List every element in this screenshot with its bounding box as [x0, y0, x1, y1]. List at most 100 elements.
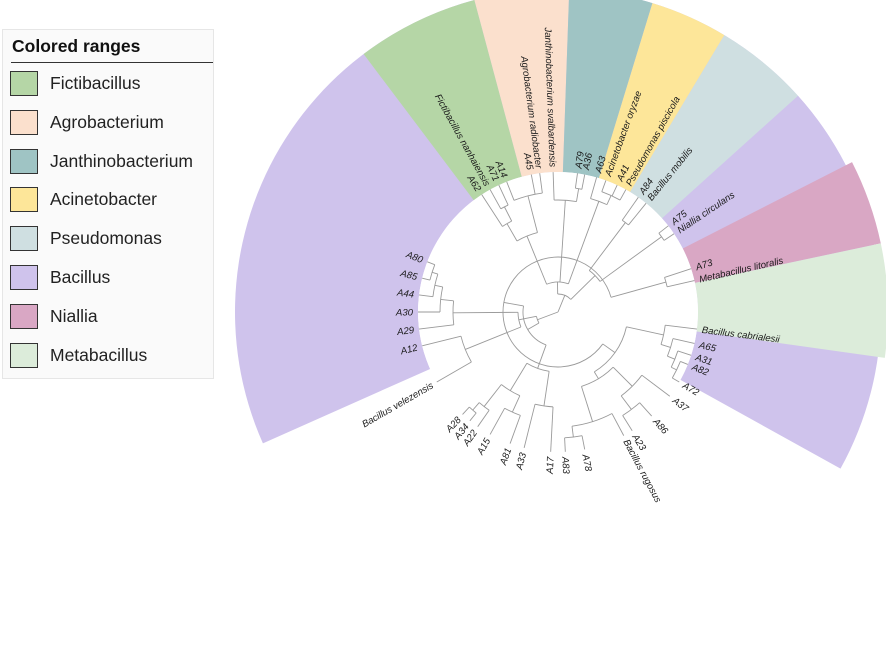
branch-stem: [483, 384, 502, 407]
branch-stem: [672, 338, 695, 344]
branch-stem: [581, 435, 586, 450]
legend-swatch: [10, 148, 38, 174]
branch-stem: [588, 222, 626, 271]
branch-stem: [663, 233, 675, 241]
branch-arc: [460, 336, 472, 363]
legend-swatch: [10, 71, 38, 96]
branch-stem: [511, 395, 521, 413]
branch-stem: [509, 363, 528, 391]
leaf-label-a73: A73: [693, 257, 714, 273]
leaf-label-a86: A86: [650, 416, 671, 437]
branch-arc: [622, 402, 640, 416]
range-bacillus: [662, 95, 846, 249]
legend-swatch: [10, 303, 38, 329]
branch-stem: [550, 406, 554, 452]
branch-stem: [667, 280, 695, 288]
legend-swatch: [10, 109, 38, 135]
branch-arc: [601, 191, 621, 201]
branch-stem: [622, 415, 633, 431]
colored-ranges: [235, 0, 886, 469]
branch-stem: [601, 180, 607, 192]
branch-stem: [571, 426, 574, 438]
leaf-label-a15: A15: [475, 436, 494, 458]
branch-arc: [429, 264, 436, 281]
branch-stem: [436, 361, 472, 383]
legend-item-fictibacillus: Fictibacillus: [10, 71, 210, 98]
branch-stem: [599, 236, 662, 282]
branch-stem: [518, 315, 537, 321]
branch-stem: [658, 225, 669, 234]
branch-stem: [664, 268, 692, 278]
leaf-label-a29: A29: [396, 325, 416, 338]
tree-branches: [418, 172, 698, 452]
branch-stem: [526, 235, 548, 285]
legend-label: Fictibacillus: [50, 73, 141, 93]
legend-item-agrobacterium: Agrobacterium: [10, 109, 210, 137]
range-niallia: [682, 162, 881, 283]
branch-stem: [527, 322, 540, 330]
branch-stem: [641, 374, 671, 397]
leaf-label-a30: A30: [395, 307, 414, 318]
branch-stem: [611, 413, 625, 436]
leaf-label-a33: A33: [514, 451, 529, 472]
legend-label: Metabacillus: [50, 344, 148, 365]
leaf-label-a31: A31: [693, 352, 714, 368]
branch-arc: [666, 338, 674, 357]
branch-stem: [667, 355, 675, 360]
branch-stem: [465, 326, 522, 350]
branch-stem: [462, 406, 470, 415]
branch-stem: [576, 188, 580, 202]
legend-divider: [11, 62, 213, 63]
legend-swatch: [10, 342, 38, 368]
branch-stem: [602, 343, 616, 354]
branch-stem: [610, 281, 667, 298]
legend-panel: Colored ranges Fictibacillus Agrobacteriu…: [2, 29, 214, 379]
branch-stem: [628, 202, 647, 226]
branch-arc: [526, 362, 550, 372]
branch-stem: [523, 404, 536, 448]
branch-stem: [434, 284, 443, 288]
leaf-label-a83: A83: [559, 456, 571, 475]
branch-stem: [567, 201, 600, 285]
branch-arc: [535, 316, 540, 324]
leaf-label-a78: A78: [579, 452, 593, 472]
leaf-label-a85: A85: [398, 268, 419, 283]
branch-stem: [469, 412, 477, 422]
branch-stem: [557, 295, 566, 313]
range-agrobacterium: [474, 0, 569, 177]
branch-stem: [506, 223, 518, 242]
legend-swatch: [10, 187, 38, 213]
legend-label: Agrobacterium: [50, 111, 164, 132]
branch-stem: [477, 410, 490, 427]
leaf-label-a17: A17: [545, 456, 557, 475]
branch-stem: [472, 402, 480, 411]
branch-arc: [620, 374, 643, 397]
branch-stem: [570, 275, 596, 300]
legend-label: Pseudomonas: [50, 228, 162, 249]
branch-stem: [619, 189, 627, 201]
legend-item-bacillus: Bacillus: [10, 265, 210, 292]
branch-stem: [559, 200, 566, 283]
legend-item-janthinobacterium: Janthinobacterium: [10, 148, 210, 176]
branch-stem: [590, 177, 598, 199]
range-acinetobacter: [598, 3, 725, 192]
range-metabacillus: [694, 243, 886, 358]
branch-stem: [620, 395, 632, 410]
range-janthinobacterium: [562, 0, 653, 179]
branch-arc: [469, 406, 477, 414]
range-fictibacillus: [363, 0, 522, 201]
branch-stem: [504, 206, 513, 222]
branch-stem: [621, 197, 639, 221]
leaf-label-a36: A36: [581, 151, 595, 171]
branch-stem: [665, 324, 698, 330]
leaf-label-a63: A63: [593, 154, 609, 175]
branch-stem: [626, 326, 664, 336]
branch-stem: [574, 173, 578, 189]
legend-swatch: [10, 265, 38, 290]
branch-stem: [537, 344, 547, 369]
leaf-label-a12: A12: [399, 342, 420, 357]
leaf-label-a79: A79: [573, 150, 587, 170]
branch-stem: [422, 335, 462, 347]
leaf-label-a81: A81: [498, 447, 515, 468]
